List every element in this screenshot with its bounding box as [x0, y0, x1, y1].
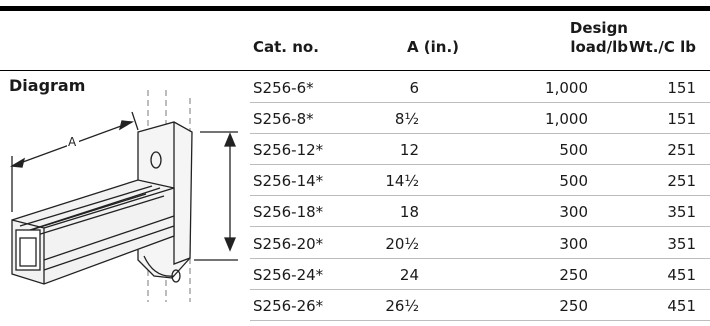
header-weight: Wt./C lb	[628, 38, 696, 56]
top-rule	[0, 6, 710, 11]
row-divider	[250, 257, 710, 259]
cell-weight: 251	[667, 172, 696, 191]
cell-weight: 151	[667, 110, 696, 129]
header-design-load-line2: load/lb	[570, 38, 628, 56]
cell-weight: 451	[667, 265, 696, 284]
table-row: S256-24* 24 250 451	[250, 260, 710, 290]
header-cat-no: Cat. no.	[253, 38, 319, 56]
table-row: S256-8* 8½ 1,000 151	[250, 104, 710, 135]
row-divider	[250, 319, 710, 321]
cell-a: 8½	[394, 110, 419, 129]
cell-a: 6	[409, 79, 419, 97]
row-divider	[250, 195, 710, 197]
cell-cat-no: S256-26*	[253, 296, 324, 315]
cell-a: 14½	[385, 172, 419, 191]
cell-weight: 151	[667, 79, 696, 97]
header-a-in: A (in.)	[406, 38, 459, 56]
cell-a: 26½	[385, 296, 419, 315]
header-design-load-line1: Design	[569, 19, 628, 37]
cell-design-load: 250	[559, 296, 588, 315]
cell-cat-no: S256-12*	[253, 141, 324, 160]
table-row: S256-12* 12 500 251	[250, 135, 710, 166]
table-row: S256-14* 14½ 500 251	[250, 166, 710, 197]
cell-design-load: 300	[559, 203, 588, 222]
table-row: S256-18* 18 300 351	[250, 197, 710, 228]
cell-weight: 351	[667, 203, 696, 222]
table-row: S256-20* 20½ 300 351	[250, 229, 710, 259]
cell-design-load: 1,000	[545, 110, 588, 129]
cell-cat-no: S256-6*	[253, 79, 314, 97]
cell-weight: 251	[667, 141, 696, 160]
cell-design-load: 300	[559, 234, 588, 253]
header-rule	[0, 70, 710, 71]
header-design-load: Design load/lb	[570, 19, 628, 57]
cell-design-load: 1,000	[545, 79, 588, 97]
table-row: S256-26* 26½ 250 451	[250, 291, 710, 321]
row-divider	[250, 288, 710, 290]
cell-cat-no: S256-18*	[253, 203, 324, 222]
cell-weight: 351	[667, 234, 696, 253]
table-row: S256-6* 6 1,000 151	[250, 73, 710, 103]
cell-design-load: 500	[559, 141, 588, 160]
cell-a: 12	[399, 141, 419, 160]
cell-cat-no: S256-24*	[253, 265, 324, 284]
cell-a: 20½	[385, 234, 419, 253]
cell-weight: 451	[667, 296, 696, 315]
cell-cat-no: S256-8*	[253, 110, 314, 129]
channel-bracket-drawing-icon: A	[9, 90, 238, 302]
cell-cat-no: S256-20*	[253, 234, 324, 253]
row-divider	[250, 102, 710, 103]
cell-cat-no: S256-14*	[253, 172, 324, 191]
row-divider	[250, 164, 710, 166]
cell-a: 18	[399, 203, 419, 222]
dimension-a-label: A	[68, 135, 77, 149]
row-divider	[250, 133, 710, 135]
diagram-label: Diagram	[9, 76, 86, 95]
cell-a: 24	[399, 265, 419, 284]
row-divider	[250, 226, 710, 228]
cell-design-load: 500	[559, 172, 588, 191]
cell-design-load: 250	[559, 265, 588, 284]
